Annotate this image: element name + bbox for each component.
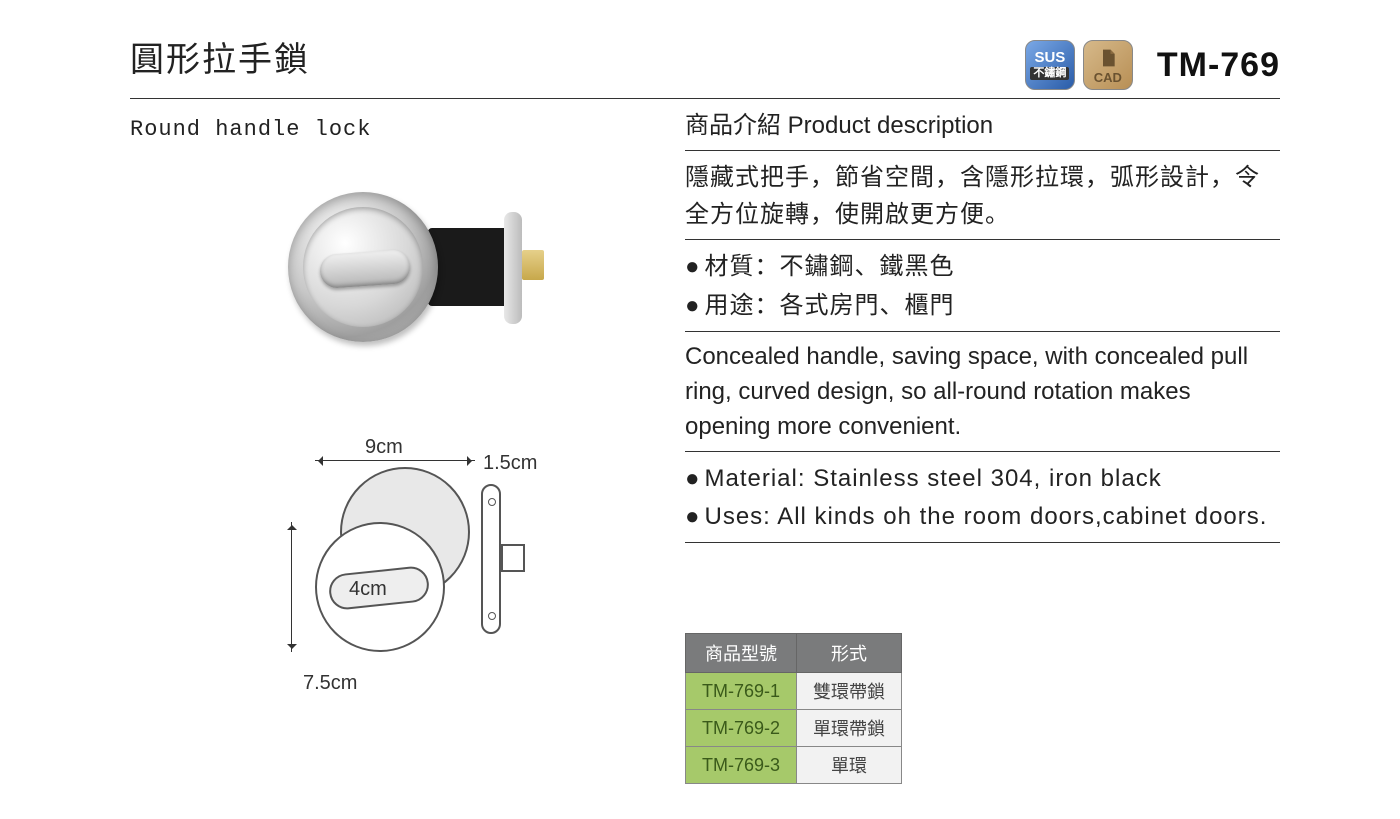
main-columns: Round handle lock 9cm 1.5cm 4cm 7.5cm 商品… <box>130 103 1280 784</box>
divider-1 <box>685 150 1280 151</box>
dim-height-label: 7.5cm <box>303 672 357 695</box>
en-bullet-uses: Uses: All kinds oh the room doors,cabine… <box>685 498 1280 536</box>
photo-latch-plate <box>504 212 522 324</box>
spec-table: 商品型號 形式 TM-769-1 雙環帶鎖 TM-769-2 單環帶鎖 TM-7… <box>685 633 902 784</box>
photo-knob <box>318 249 410 289</box>
description-heading: 商品介紹 Product description <box>685 105 1280 144</box>
cn-bullet-material: 材質：不鏽鋼、鐵黑色 <box>685 248 1280 286</box>
table-row: TM-769-3 單環 <box>686 747 902 784</box>
dim-arrow-width <box>315 460 475 461</box>
cell-type: 單環帶鎖 <box>797 710 902 747</box>
cell-type: 單環 <box>797 747 902 784</box>
cell-model: TM-769-3 <box>686 747 797 784</box>
table-header-row: 商品型號 形式 <box>686 634 902 673</box>
dim-depth-label: 1.5cm <box>483 452 537 475</box>
col-type-header: 形式 <box>797 634 902 673</box>
cell-model: TM-769-2 <box>686 710 797 747</box>
en-bullet-material: Material: Stainless steel 304, iron blac… <box>685 460 1280 498</box>
title-en: Round handle lock <box>130 117 685 142</box>
table-row: TM-769-1 雙環帶鎖 <box>686 673 902 710</box>
sus-badge-bottom: 不鏽鋼 <box>1030 67 1069 80</box>
cn-bullet-uses: 用途：各式房門、櫃門 <box>685 287 1280 325</box>
title-block: 圓形拉手鎖 <box>130 40 1025 81</box>
description-cn: 隱藏式把手，節省空間，含隱形拉環，弧形設計，令全方位旋轉，使開啟更方便。 <box>685 159 1280 233</box>
table-row: TM-769-2 單環帶鎖 <box>686 710 902 747</box>
left-column: Round handle lock 9cm 1.5cm 4cm 7.5cm <box>130 103 685 784</box>
sus-badge-top: SUS <box>1034 50 1065 65</box>
right-column: 商品介紹 Product description 隱藏式把手，節省空間，含隱形拉… <box>685 103 1280 784</box>
divider-3 <box>685 331 1280 332</box>
dim-plate <box>481 484 501 634</box>
header-row: 圓形拉手鎖 SUS 不鏽鋼 CAD TM-769 <box>130 40 1280 90</box>
file-icon <box>1098 46 1118 70</box>
col-model-header: 商品型號 <box>686 634 797 673</box>
dim-knob-label: 4cm <box>349 578 387 601</box>
cad-badge: CAD <box>1083 40 1133 90</box>
badges-and-model: SUS 不鏽鋼 CAD TM-769 <box>1025 40 1280 90</box>
description-en: Concealed handle, saving space, with con… <box>685 340 1280 444</box>
dim-bolt <box>501 544 525 572</box>
product-photo <box>278 172 538 402</box>
dimension-drawing: 9cm 1.5cm 4cm 7.5cm <box>285 462 585 702</box>
divider-2 <box>685 239 1280 240</box>
photo-latch-body <box>428 228 508 306</box>
header-divider <box>130 98 1280 99</box>
divider-5 <box>685 542 1280 543</box>
photo-bolt <box>522 250 544 280</box>
divider-4 <box>685 451 1280 452</box>
cell-model: TM-769-1 <box>686 673 797 710</box>
dim-width-label: 9cm <box>365 436 403 459</box>
dim-arrow-height <box>291 522 292 652</box>
sus-badge: SUS 不鏽鋼 <box>1025 40 1075 90</box>
title-cn: 圓形拉手鎖 <box>130 40 1025 81</box>
en-bullets-block: Material: Stainless steel 304, iron blac… <box>685 460 1280 537</box>
cad-badge-label: CAD <box>1094 71 1122 84</box>
cell-type: 雙環帶鎖 <box>797 673 902 710</box>
model-code: TM-769 <box>1157 46 1280 85</box>
